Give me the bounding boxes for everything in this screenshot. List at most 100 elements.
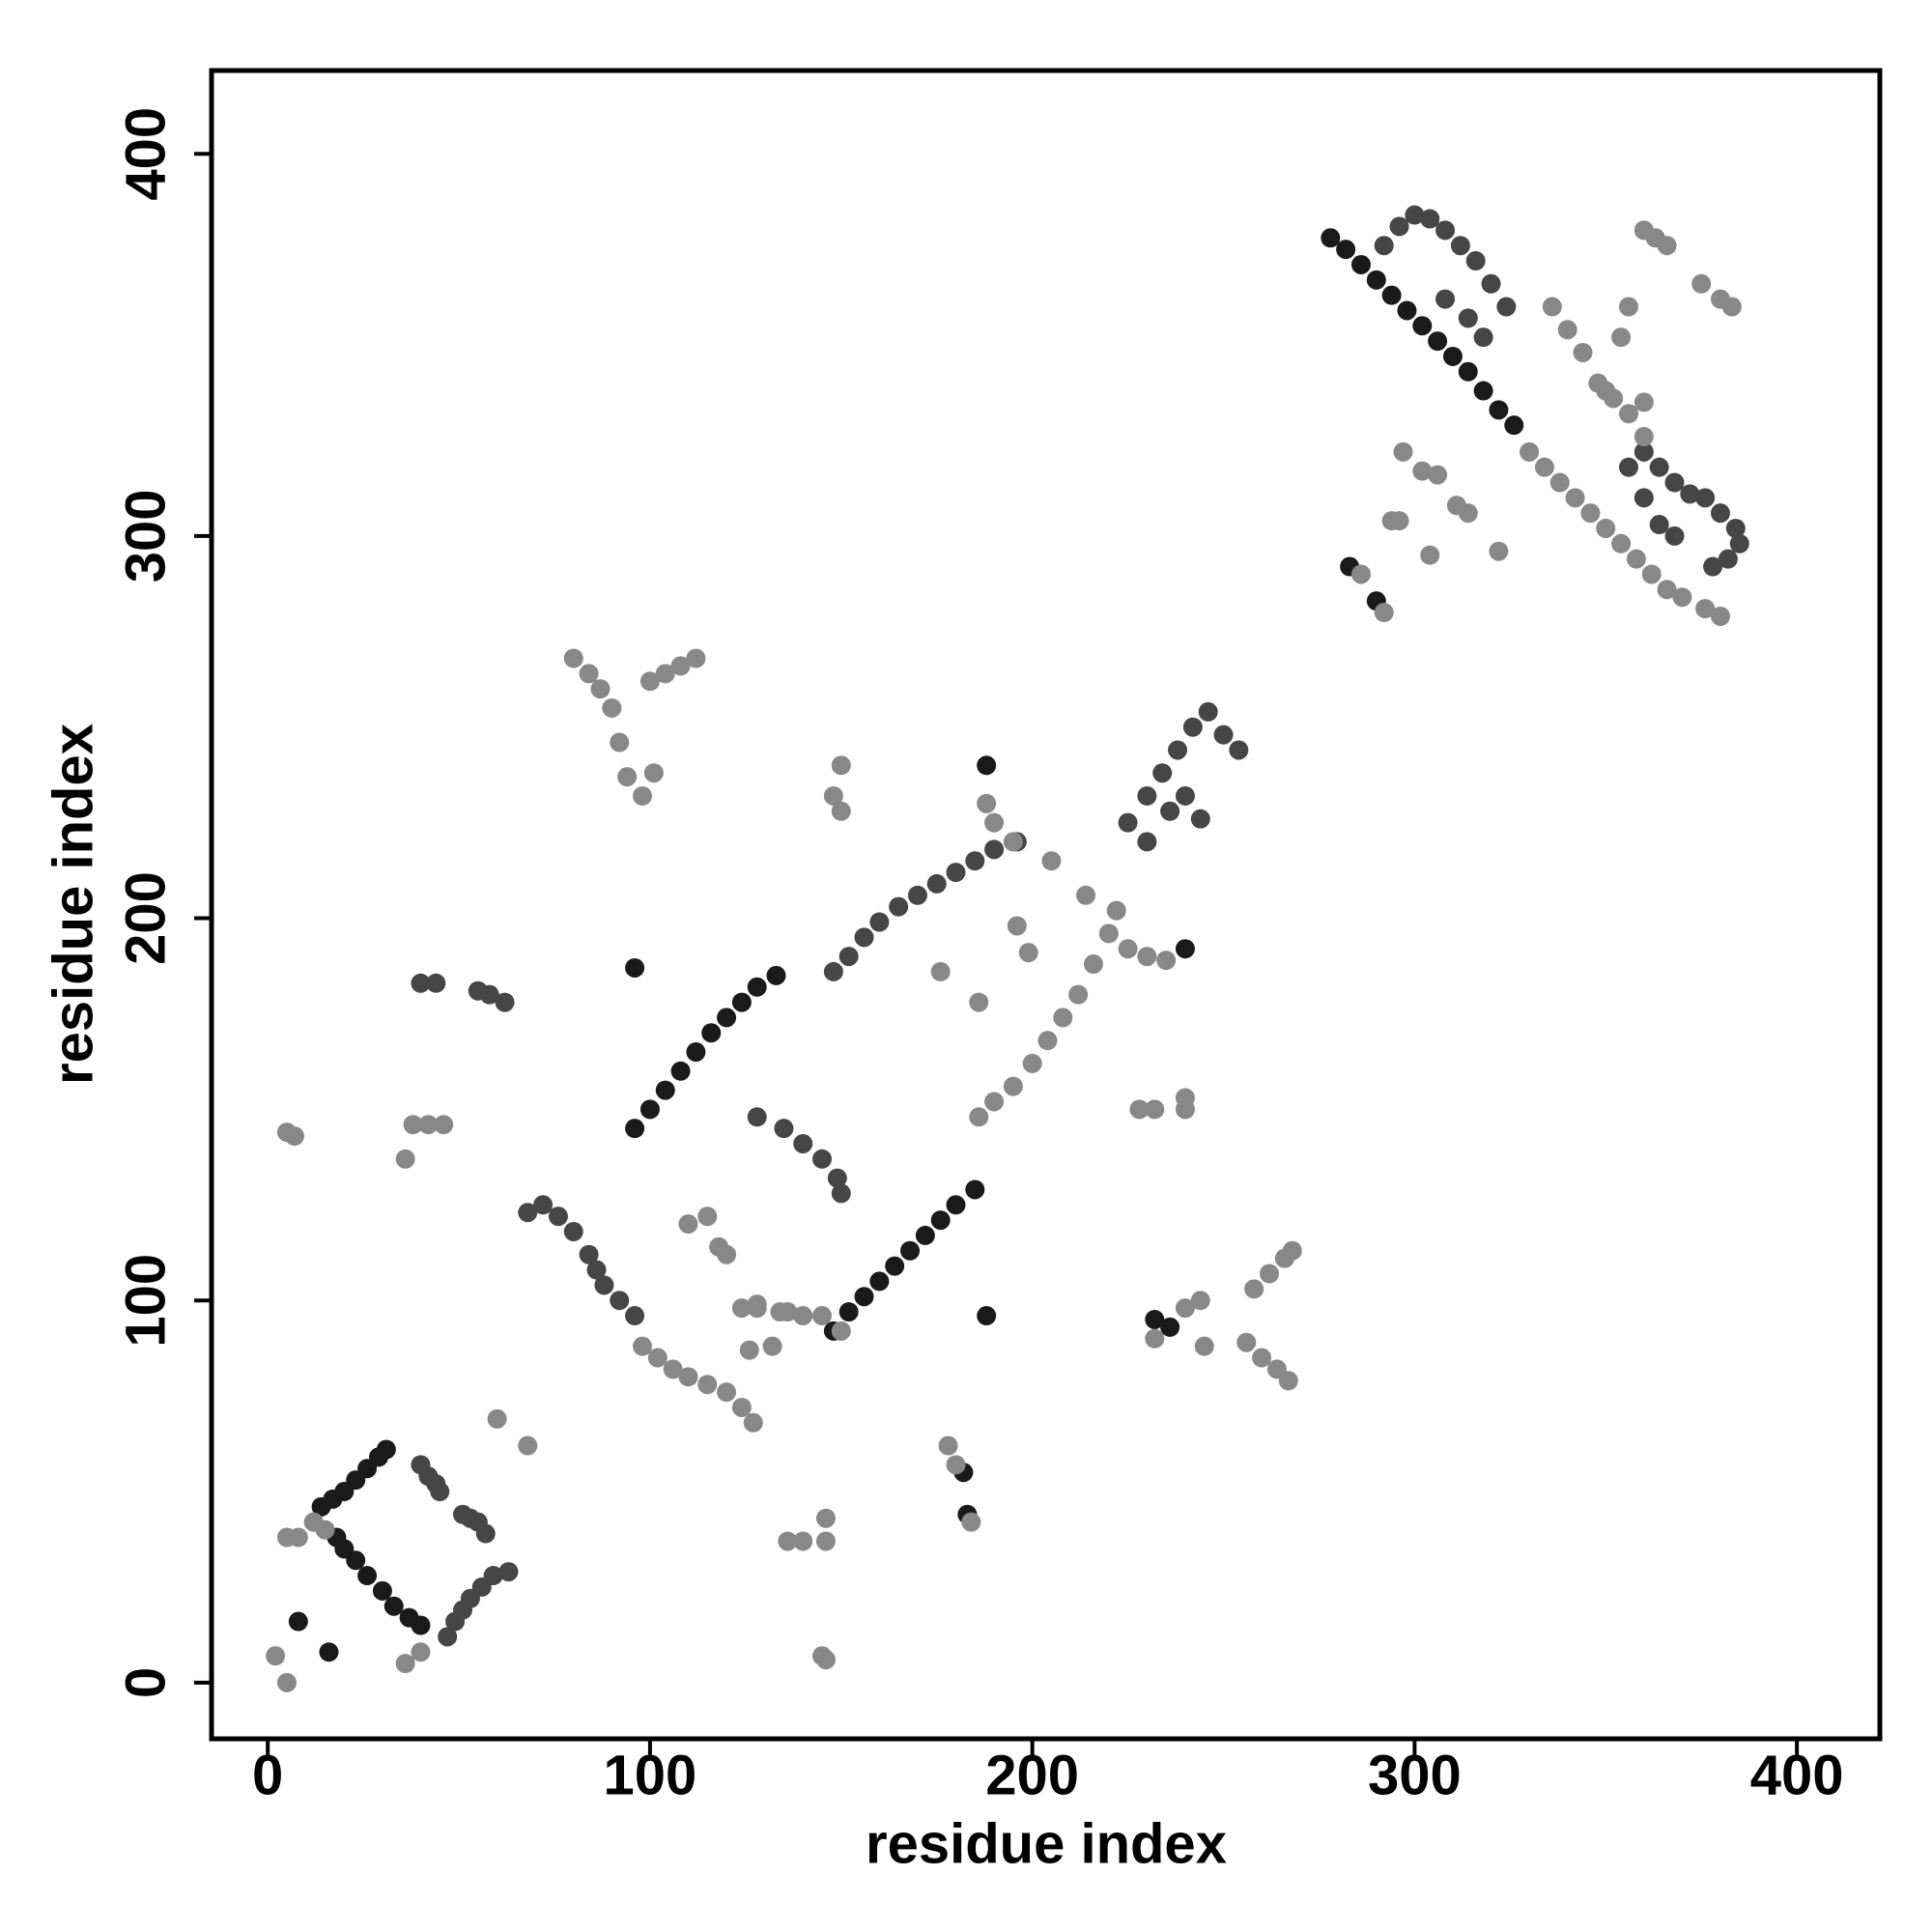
contact-point: [1657, 580, 1677, 600]
contact-point: [717, 1008, 737, 1028]
contact-point: [1175, 785, 1195, 806]
contact-point: [1137, 785, 1157, 806]
contact-point: [590, 679, 611, 699]
contact-point: [403, 1115, 423, 1135]
contact-point: [1381, 511, 1402, 531]
contact-point: [1018, 943, 1038, 963]
contact-point: [1672, 587, 1692, 608]
contact-point: [1641, 564, 1662, 584]
contact-point: [747, 1294, 767, 1315]
contact-point: [930, 1210, 951, 1231]
contact-point: [1626, 549, 1646, 569]
x-tick-label: 200: [985, 1744, 1079, 1806]
contact-point: [434, 1115, 454, 1135]
contact-point: [889, 896, 909, 917]
contact-point: [1003, 1076, 1023, 1096]
contact-point: [1194, 1336, 1214, 1356]
contact-point: [266, 1646, 286, 1666]
contact-point: [1182, 717, 1203, 737]
contact-point: [926, 873, 947, 894]
contact-point: [610, 1291, 630, 1311]
contact-point: [869, 912, 890, 932]
contact-point: [1175, 1298, 1195, 1319]
contact-point: [1634, 441, 1654, 462]
contact-point: [1649, 515, 1669, 535]
contact-point: [1106, 900, 1126, 921]
contact-point: [579, 1244, 599, 1264]
contact-point: [770, 1302, 790, 1322]
contact-point: [288, 1527, 308, 1548]
contact-point: [1412, 316, 1433, 336]
contact-point: [731, 1298, 752, 1319]
contact-point: [1420, 545, 1440, 565]
contact-point: [1145, 1328, 1165, 1349]
contact-point: [762, 1336, 782, 1356]
contact-point: [438, 1627, 458, 1647]
y-tick-label: 100: [114, 1254, 177, 1348]
y-tick-label: 400: [114, 107, 177, 201]
contact-point: [747, 977, 767, 997]
contact-point: [915, 1225, 935, 1245]
contact-point: [625, 957, 645, 978]
contact-point: [946, 1455, 966, 1475]
contact-point: [426, 973, 446, 993]
contact-point: [1473, 381, 1493, 401]
contact-point: [1428, 331, 1448, 352]
contact-point: [1489, 400, 1509, 420]
contact-point: [395, 1149, 415, 1169]
contact-point: [1634, 427, 1654, 447]
contact-point: [1160, 1317, 1180, 1337]
contact-point: [1190, 1291, 1210, 1311]
contact-point: [411, 1615, 431, 1635]
contact-point: [977, 755, 997, 776]
contact-point: [731, 992, 752, 1012]
contact-point: [1393, 441, 1413, 462]
contact-point: [1252, 1348, 1272, 1368]
contact-point: [1007, 916, 1027, 936]
y-tick-label: 0: [114, 1667, 177, 1698]
contact-point: [411, 1642, 431, 1662]
contact-point: [969, 1107, 989, 1127]
x-tick-label: 100: [604, 1744, 697, 1806]
contact-point: [1481, 273, 1501, 294]
contact-point: [617, 767, 638, 787]
contact-point: [518, 1435, 538, 1456]
contact-point: [430, 1482, 450, 1502]
contact-point: [1022, 1053, 1042, 1073]
contact-point: [1336, 240, 1356, 260]
contact-point: [1691, 273, 1712, 294]
contact-point: [1634, 488, 1654, 508]
contact-point: [969, 992, 989, 1012]
contact-point: [1389, 216, 1409, 237]
contact-point: [678, 1214, 698, 1235]
contact-point: [831, 1183, 851, 1204]
contact-point: [610, 732, 630, 753]
x-tick-label: 300: [1368, 1744, 1462, 1806]
contact-point: [643, 763, 664, 783]
contact-point: [315, 1520, 335, 1540]
contact-point: [885, 1256, 905, 1276]
contact-point: [838, 947, 859, 967]
contact-point: [1397, 300, 1417, 321]
contact-point: [1729, 533, 1749, 554]
contact-point: [579, 664, 599, 684]
contact-point: [1435, 220, 1456, 241]
contact-point: [1137, 832, 1157, 852]
contact-point: [1076, 885, 1096, 905]
contact-point: [1664, 526, 1685, 546]
contact-point: [823, 961, 843, 981]
contact-point: [625, 1306, 645, 1326]
y-tick-label: 300: [114, 490, 177, 583]
contact-point: [1145, 1309, 1165, 1329]
contact-point: [1504, 415, 1524, 436]
contact-point: [984, 1092, 1005, 1112]
contact-point: [1619, 297, 1639, 317]
contact-point: [602, 697, 622, 718]
contact-point: [1137, 947, 1157, 967]
contact-point: [823, 785, 843, 806]
contact-point: [1596, 518, 1616, 538]
contact-point: [907, 885, 927, 905]
contact-point: [1229, 740, 1249, 760]
contact-point: [739, 1340, 759, 1360]
contact-point: [495, 992, 515, 1012]
